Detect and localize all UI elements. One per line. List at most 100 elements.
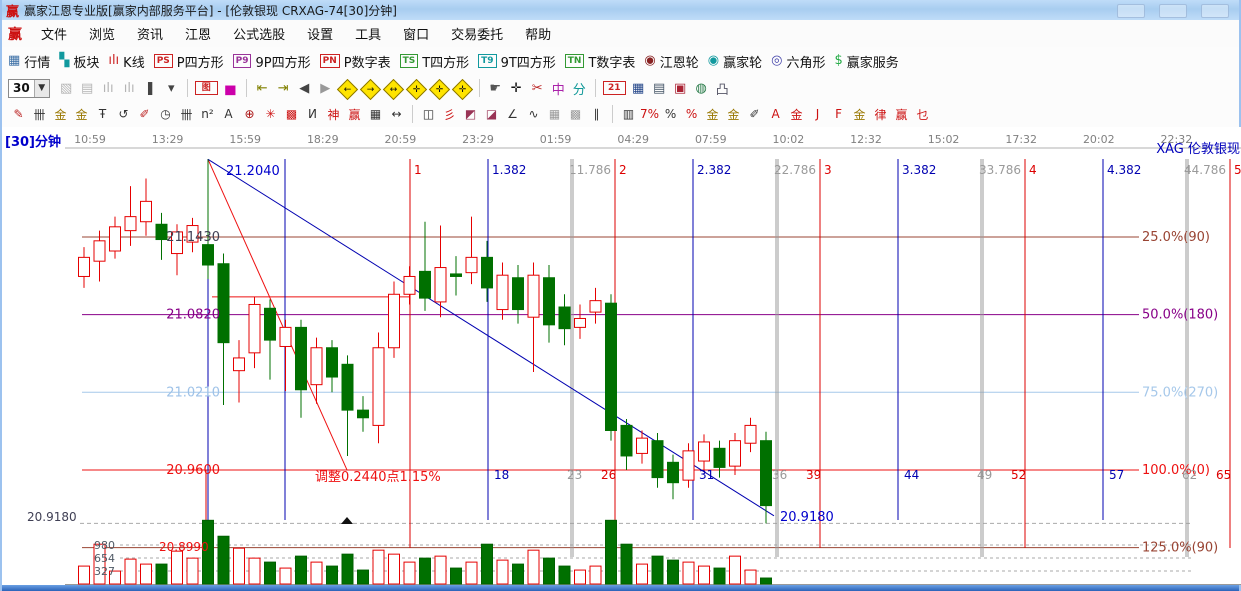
square-of-nine-icon[interactable]: ▩ bbox=[285, 107, 298, 121]
next-bar-icon[interactable]: ▶ bbox=[320, 80, 331, 96]
pattern-overlay-icon[interactable]: ▧ bbox=[60, 80, 73, 96]
winner-service-button[interactable]: $ 赢家服务 bbox=[835, 52, 899, 71]
p-square-button[interactable]: PS P四方形 bbox=[153, 52, 224, 71]
restore-button[interactable] bbox=[1159, 4, 1187, 18]
ying-angle-icon[interactable]: 赢 bbox=[895, 107, 908, 122]
a-measure-icon[interactable]: A bbox=[224, 107, 233, 121]
t-number-button[interactable]: TN T数字表 bbox=[564, 52, 635, 71]
calendar-icon[interactable]: 21 bbox=[602, 81, 626, 95]
minor-cycle-9-icon[interactable]: ılı bbox=[123, 80, 135, 96]
span-measure-icon[interactable]: ↔ bbox=[391, 107, 402, 121]
measure-tool-icon[interactable]: ✂ bbox=[531, 80, 543, 96]
menu-item-5[interactable]: 设置 bbox=[307, 28, 334, 43]
spiral-icon[interactable]: ↺ bbox=[118, 107, 129, 121]
brush-icon[interactable]: ✐ bbox=[139, 107, 150, 121]
gold-angle2-icon[interactable]: 金 bbox=[853, 107, 866, 122]
k-mark-icon[interactable]: И bbox=[308, 107, 317, 121]
calculator-icon[interactable]: ▦ bbox=[632, 80, 645, 96]
p-number-button[interactable]: PN P数字表 bbox=[319, 52, 391, 71]
percent-icon[interactable]: % bbox=[664, 107, 677, 121]
kline-main-icon[interactable]: 图 bbox=[194, 81, 218, 95]
kline-button[interactable]: ılı K线 bbox=[108, 52, 144, 71]
pan-left-icon[interactable]: ← bbox=[336, 78, 358, 100]
9p-square-button[interactable]: P9 9P四方形 bbox=[232, 52, 311, 71]
pen-line-icon[interactable]: ✎ bbox=[13, 107, 24, 121]
percent-scale-icon[interactable]: ▥ bbox=[622, 107, 635, 121]
grid-light-icon[interactable]: ▦ bbox=[548, 107, 561, 121]
last-bar-icon[interactable]: ⇥ bbox=[277, 80, 289, 96]
grid-123-icon[interactable]: ▦ bbox=[369, 107, 382, 121]
crosshair-tool-icon[interactable]: ✛ bbox=[510, 80, 522, 96]
menu-item-1[interactable]: 浏览 bbox=[89, 28, 116, 43]
percent-line-icon[interactable]: % bbox=[685, 107, 698, 121]
t-square-button[interactable]: TS T四方形 bbox=[399, 52, 469, 71]
sectors-button[interactable]: ▚ 板块 bbox=[59, 52, 99, 71]
expand-view-icon[interactable]: ✛ bbox=[428, 78, 450, 100]
candle-style-arrow-icon[interactable]: ▾ bbox=[167, 80, 175, 96]
candle-style-icon[interactable]: ❚ bbox=[144, 80, 156, 96]
circle-cross-icon[interactable]: ⊕ bbox=[244, 107, 255, 121]
info-report-icon[interactable]: ▤ bbox=[81, 80, 94, 96]
fib-fence-icon[interactable]: Ŧ bbox=[98, 107, 107, 121]
full-range-icon[interactable]: ✛ bbox=[451, 78, 473, 100]
shen-tool-icon[interactable]: 神 bbox=[327, 107, 340, 122]
gold-line-icon[interactable]: 金 bbox=[727, 107, 740, 122]
n-square-icon[interactable]: n² bbox=[201, 107, 214, 121]
menu-item-4[interactable]: 公式选股 bbox=[233, 28, 286, 43]
menu-item-6[interactable]: 工具 bbox=[355, 28, 382, 43]
fan-lines-icon[interactable]: 彡 bbox=[443, 107, 456, 122]
cycle-tool-icon[interactable]: 分 bbox=[572, 82, 586, 98]
save-icon[interactable]: ▣ bbox=[674, 80, 687, 96]
lv-angle-icon[interactable]: 律 bbox=[874, 107, 887, 122]
menu-item-2[interactable]: 资讯 bbox=[137, 28, 164, 43]
combo-arrow-icon[interactable]: ▼ bbox=[33, 79, 49, 97]
marker-tool-icon[interactable]: 中 bbox=[551, 82, 565, 98]
candle-edit-icon[interactable]: ✐ bbox=[749, 107, 760, 121]
percent-7-icon[interactable]: 7% bbox=[640, 107, 660, 121]
gann-wheel-button[interactable]: ◉ 江恩轮 bbox=[644, 52, 698, 71]
color-volume-icon[interactable]: ▅ bbox=[225, 80, 236, 96]
f-angle-icon[interactable]: F bbox=[835, 107, 842, 121]
fan-box2-icon[interactable]: ◪ bbox=[485, 107, 498, 121]
angle-set-icon[interactable]: ∠ bbox=[507, 107, 518, 121]
period-combo[interactable]: 30 ▼ bbox=[8, 78, 50, 98]
first-bar-icon[interactable]: ⇤ bbox=[256, 80, 268, 96]
box-range-icon[interactable]: ◫ bbox=[422, 107, 435, 121]
menu-item-0[interactable]: 文件 bbox=[41, 28, 68, 43]
ying-tool-icon[interactable]: 赢 bbox=[348, 107, 361, 122]
z-tool-icon[interactable]: 乜 bbox=[916, 107, 929, 122]
zigzag-icon[interactable]: ∿ bbox=[528, 107, 539, 121]
gold-ratio2-icon[interactable]: 金 bbox=[75, 107, 88, 122]
gold-angle-icon[interactable]: 金 bbox=[790, 107, 803, 122]
time-clock-icon[interactable]: ◷ bbox=[160, 107, 171, 121]
9t-square-button[interactable]: T9 9T四方形 bbox=[478, 52, 556, 71]
gold-ratio-icon[interactable]: 金 bbox=[54, 107, 67, 122]
prev-bar-icon[interactable]: ◀ bbox=[299, 80, 310, 96]
zoom-horizontal-icon[interactable]: ↔ bbox=[382, 78, 404, 100]
compress-view-icon[interactable]: ✛ bbox=[405, 78, 427, 100]
j-angle-icon[interactable]: J bbox=[815, 107, 820, 121]
hand-tool-icon[interactable]: ☛ bbox=[489, 80, 502, 96]
printer-icon[interactable]: 凸 bbox=[715, 82, 729, 98]
web-sync-icon[interactable]: ◍ bbox=[695, 80, 707, 96]
menu-item-7[interactable]: 窗口 bbox=[403, 28, 430, 43]
notebook-icon[interactable]: ▤ bbox=[653, 80, 666, 96]
comb-grid2-icon[interactable]: 卌 bbox=[180, 107, 193, 122]
a-red-icon[interactable]: A bbox=[771, 107, 780, 121]
hexagon-button[interactable]: ◎ 六角形 bbox=[771, 52, 825, 71]
minimize-button[interactable] bbox=[1117, 4, 1145, 18]
gann-wheel-small-icon[interactable]: ✳ bbox=[265, 107, 276, 121]
quotes-button[interactable]: ▦ 行情 bbox=[8, 52, 50, 71]
parallel-lines-icon[interactable]: ∥ bbox=[593, 107, 600, 121]
pan-right-icon[interactable]: → bbox=[359, 78, 381, 100]
minor-cycle-3-icon[interactable]: ılı bbox=[102, 80, 114, 96]
gold-circle-icon[interactable]: 金 bbox=[706, 107, 719, 122]
close-button[interactable] bbox=[1201, 4, 1229, 18]
fan-box-icon[interactable]: ◩ bbox=[464, 107, 477, 121]
menu-item-3[interactable]: 江恩 bbox=[185, 28, 212, 43]
grid-light2-icon[interactable]: ▩ bbox=[569, 107, 582, 121]
candlestick-chart[interactable]: 10:59 13:29 15:59 18:29 20:59 23:29 01:59 04:29… bbox=[2, 127, 1241, 585]
chart-area[interactable]: [30]分钟 10:59 13:29 15:59 18:29 20:59 23:29 01:… bbox=[2, 127, 1241, 585]
menu-item-8[interactable]: 交易委托 bbox=[451, 28, 504, 43]
menu-item-9[interactable]: 帮助 bbox=[525, 28, 552, 43]
